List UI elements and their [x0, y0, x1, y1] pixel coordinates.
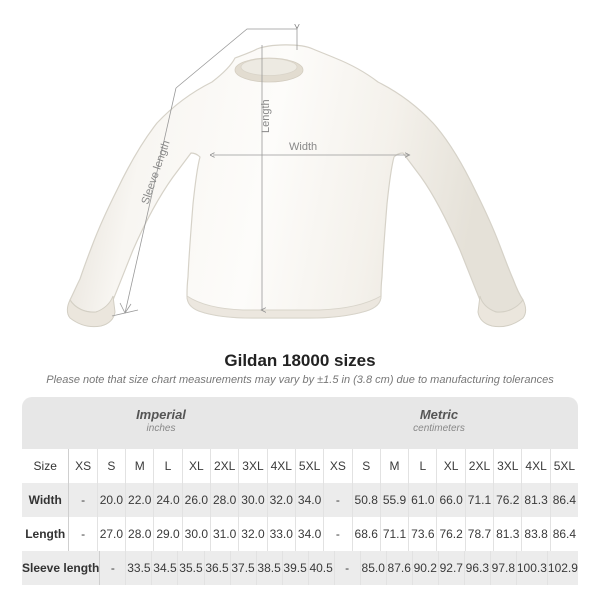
- svg-text:Sleeve length: Sleeve length: [139, 139, 172, 206]
- svg-text:Length: Length: [260, 99, 272, 133]
- svg-text:Width: Width: [289, 141, 317, 153]
